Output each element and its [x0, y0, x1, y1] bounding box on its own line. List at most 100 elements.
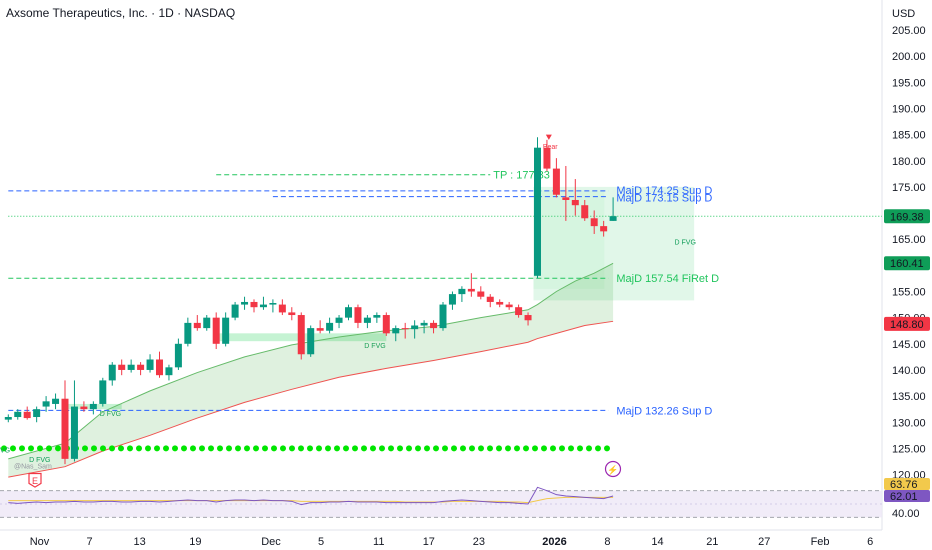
candle-body: [52, 398, 60, 404]
price-label-text: 169.38: [890, 211, 924, 223]
candle-body: [137, 364, 145, 370]
bear-marker: [545, 134, 552, 140]
candle-body: [165, 367, 173, 376]
candle-body: [241, 301, 249, 305]
price-label-text: 160.41: [890, 258, 924, 270]
signal-dot: [298, 445, 304, 452]
candle-body: [89, 403, 97, 410]
signal-dot: [181, 445, 187, 452]
signal-dot: [307, 445, 313, 452]
candle-body: [70, 406, 78, 459]
rsi-tick: 40.00: [892, 508, 920, 520]
x-tick-label: 21: [706, 536, 718, 548]
candle-body: [543, 147, 551, 169]
signal-dot: [271, 445, 277, 452]
signal-dot: [280, 445, 286, 452]
signal-dot: [163, 445, 169, 452]
candle-body: [250, 301, 258, 308]
bear-label: Bear: [543, 144, 558, 151]
x-tick-label: 13: [134, 536, 146, 548]
candle-body: [534, 147, 541, 276]
signal-dot: [496, 445, 502, 452]
rsi-value-a: 63.76: [890, 479, 918, 491]
candle-body: [23, 411, 31, 419]
candle-body: [108, 364, 116, 381]
level-label: MajD 174.25 Sup D: [616, 185, 712, 197]
chart-title: Axsome Therapeutics, Inc. · 1D · NASDAQ: [6, 6, 236, 20]
candle-body: [316, 328, 324, 331]
candle-body: [80, 406, 88, 410]
x-tick-label: 5: [318, 536, 324, 548]
candle-body: [373, 315, 381, 318]
signal-dot: [244, 445, 250, 452]
earnings-label: E: [32, 476, 38, 486]
signal-dot: [361, 445, 367, 452]
signal-dot: [118, 445, 124, 452]
signal-dot: [388, 445, 394, 452]
signal-dot: [19, 445, 25, 452]
watermark: @Nas_Sam: [14, 463, 52, 470]
candle-body: [174, 343, 182, 368]
signal-dot: [334, 445, 340, 452]
signal-dot: [109, 445, 115, 452]
candle-body: [156, 359, 163, 376]
signal-dot: [325, 445, 331, 452]
y-tick-label: 165.00: [892, 234, 926, 246]
price-label-box: [884, 209, 930, 224]
signal-dot: [523, 445, 529, 452]
candle-body: [345, 307, 352, 318]
candle-body: [297, 315, 305, 355]
signal-dot: [541, 445, 547, 452]
candle-body: [212, 317, 220, 344]
x-tick-label: 2026: [542, 536, 566, 548]
candle-body: [562, 197, 570, 200]
signal-dot: [514, 445, 520, 452]
y-tick-label: 180.00: [892, 156, 926, 168]
signal-dot: [289, 445, 295, 452]
signal-dot: [28, 445, 34, 452]
y-tick-label: 200.00: [892, 51, 926, 63]
candle-body: [99, 380, 107, 404]
candle-body: [269, 303, 277, 305]
signal-dot: [469, 445, 475, 452]
candle-body: [505, 304, 513, 308]
rsi-value-a-box: [884, 478, 930, 490]
signal-dot: [253, 445, 259, 452]
y-tick-label: 135.00: [892, 391, 926, 403]
signal-dot: [379, 445, 385, 452]
y-tick-label: 130.00: [892, 417, 926, 429]
signal-dot: [136, 445, 142, 452]
x-tick-label: 14: [651, 536, 663, 548]
candle-body: [467, 288, 475, 292]
signal-dot: [451, 445, 457, 452]
level-label: MajD 157.54 FiRet D: [616, 273, 719, 285]
signal-dot: [10, 445, 16, 452]
y-tick-label: 195.00: [892, 77, 926, 89]
signal-dot: [478, 445, 484, 452]
signal-dot: [262, 445, 268, 452]
candle-body: [33, 409, 41, 418]
signal-dot: [55, 445, 61, 452]
y-tick-label: 155.00: [892, 287, 926, 299]
candle-body: [477, 291, 485, 297]
signal-dot: [487, 445, 493, 452]
price-label-text: 148.80: [890, 319, 924, 331]
earnings-badge: [28, 472, 42, 488]
candle-body: [439, 304, 447, 329]
order-block-zone: [533, 186, 695, 301]
signal-dot: [442, 445, 448, 452]
dfvg-left-label: VG: [0, 448, 10, 455]
level-label: TP : 177.33: [493, 170, 550, 182]
x-tick-label: Dec: [261, 536, 281, 548]
candle-body: [430, 322, 438, 329]
signal-dot: [550, 445, 556, 452]
signal-dot: [415, 445, 421, 452]
candle-body: [392, 328, 400, 334]
dividend-icon: [604, 460, 622, 478]
candle-body: [600, 226, 608, 232]
dfvg-small-label: D FVG: [29, 457, 50, 464]
candle-body: [231, 304, 239, 318]
ema-slow-line: [8, 320, 614, 478]
signal-dot: [226, 445, 232, 452]
x-tick-label: 8: [604, 536, 610, 548]
